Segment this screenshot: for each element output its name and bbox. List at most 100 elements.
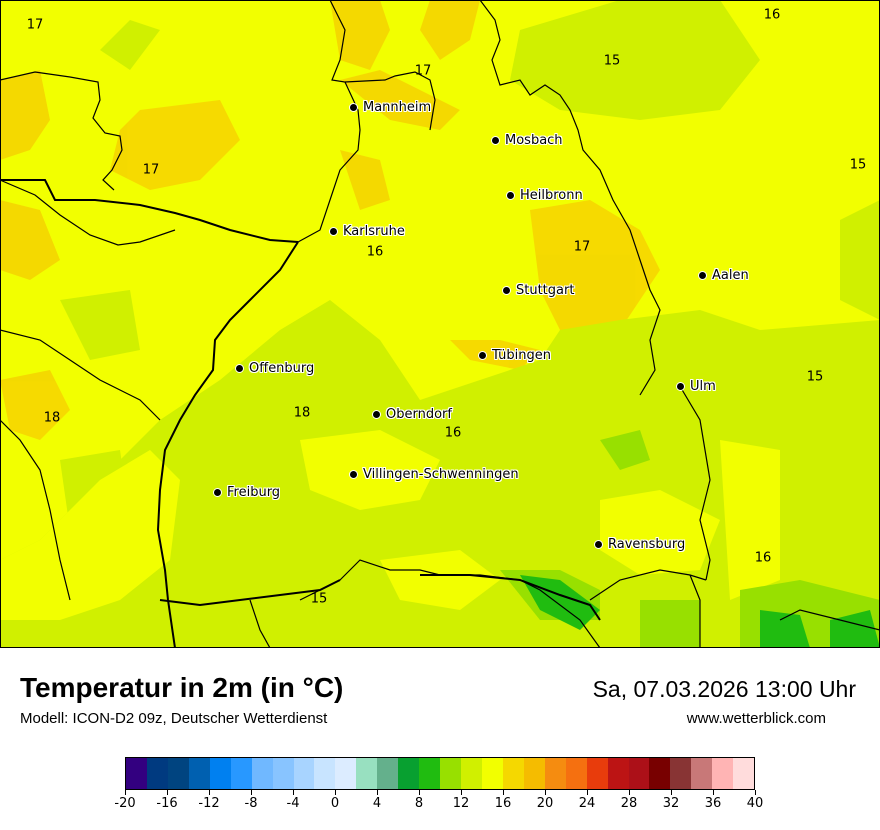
colorbar-tick-label: -4	[286, 796, 300, 811]
city-name: Villingen-Schwenningen	[363, 467, 519, 482]
colorbar-segment	[691, 758, 713, 789]
temp-label: 16	[444, 425, 462, 441]
colorbar-segment	[272, 758, 294, 789]
city-name: Stuttgart	[516, 283, 575, 298]
city-dot-icon	[491, 136, 500, 145]
colorbar-segment	[209, 758, 231, 789]
website-link[interactable]: www.wetterblick.com	[686, 710, 826, 727]
temp-label: 15	[849, 157, 867, 173]
colorbar-segment	[649, 758, 671, 789]
city-name: Ravensburg	[608, 537, 686, 552]
city-villingen-schwenningen: Villingen-Schwenningen	[349, 467, 519, 482]
colorbar-tick-label: 12	[452, 796, 470, 811]
colorbar-segment	[126, 758, 147, 789]
colorbar-tick-label: 24	[578, 796, 596, 811]
city-name: Offenburg	[249, 361, 315, 376]
colorbar-segment	[398, 758, 420, 789]
city-ulm: Ulm	[676, 379, 716, 394]
city-mannheim: Mannheim	[349, 100, 431, 115]
city-dot-icon	[478, 351, 487, 360]
city-dot-icon	[349, 103, 358, 112]
temp-label: 16	[763, 7, 781, 23]
city-tuebingen: Tübingen	[478, 348, 551, 363]
colorbar-tick-label: -12	[198, 796, 220, 811]
city-name: Oberndorf	[386, 407, 452, 422]
city-dot-icon	[213, 488, 222, 497]
colorbar-tick-mark	[502, 790, 504, 795]
colorbar-tick-label: 40	[746, 796, 764, 811]
city-dot-icon	[676, 382, 685, 391]
colorbar-segment	[167, 758, 189, 789]
colorbar-segment	[230, 758, 252, 789]
colorbar-tick-label: 32	[662, 796, 680, 811]
colorbar-tick-label: -20	[114, 796, 136, 811]
colorbar-segment	[335, 758, 357, 789]
city-name: Mannheim	[363, 100, 432, 115]
temp-label: 15	[310, 591, 328, 607]
colorbar-tick-mark	[208, 790, 210, 795]
colorbar-tick-label: -16	[156, 796, 178, 811]
colorbar-tick-mark	[544, 790, 546, 795]
city-dot-icon	[235, 364, 244, 373]
temp-label: 15	[603, 53, 621, 69]
colorbar-segment	[146, 758, 168, 789]
temp-label: 16	[366, 244, 384, 260]
colorbar-tick-label: 36	[704, 796, 722, 811]
colorbar-tick-mark	[670, 790, 672, 795]
colorbar-tick-label: 0	[330, 796, 340, 811]
colorbar-segment	[440, 758, 461, 789]
colorbar-segment	[481, 758, 503, 789]
temp-label: 16	[754, 550, 772, 566]
city-name: Tübingen	[492, 348, 551, 363]
colorbar-segment	[586, 758, 608, 789]
colorbar-tick-mark	[250, 790, 252, 795]
colorbar-segment	[502, 758, 524, 789]
colorbar	[125, 757, 755, 790]
city-name: Mosbach	[505, 133, 563, 148]
colorbar-segment	[188, 758, 210, 789]
colorbar-segment	[293, 758, 315, 789]
city-dot-icon	[329, 227, 338, 236]
temp-label: 17	[26, 17, 44, 33]
city-heilbronn: Heilbronn	[506, 188, 583, 203]
colorbar-segment	[251, 758, 273, 789]
colorbar-segment	[419, 758, 441, 789]
colorbar-tick-mark	[124, 790, 126, 795]
city-aalen: Aalen	[698, 268, 749, 283]
city-dot-icon	[502, 286, 511, 295]
city-karlsruhe: Karlsruhe	[329, 224, 405, 239]
colorbar-segment	[544, 758, 566, 789]
colorbar-segment	[314, 758, 336, 789]
colorbar-segment	[607, 758, 629, 789]
colorbar-tick-label: -8	[244, 796, 258, 811]
temp-label: 17	[142, 162, 160, 178]
temp-label: 17	[573, 239, 591, 255]
valid-datetime: Sa, 07.03.2026 13:00 Uhr	[592, 676, 856, 702]
colorbar-segment	[356, 758, 378, 789]
colorbar-tick-label: 4	[372, 796, 382, 811]
colorbar-tick-mark	[712, 790, 714, 795]
colorbar-tick-label: 8	[414, 796, 424, 811]
colorbar-tick-mark	[376, 790, 378, 795]
temp-label: 18	[43, 410, 61, 426]
colorbar-tick-mark	[418, 790, 420, 795]
colorbar-tick-mark	[460, 790, 462, 795]
colorbar-tick-label: 16	[494, 796, 512, 811]
city-stuttgart: Stuttgart	[502, 283, 574, 298]
colorbar-ticks: -20 -16 -12 -8 -4 0 4 8 12 16 20 24 28 32 36 40	[114, 790, 763, 820]
city-mosbach: Mosbach	[491, 133, 563, 148]
colorbar-segment	[733, 758, 755, 789]
map-title: Temperatur in 2m (in °C)	[20, 672, 344, 703]
colorbar-segment	[628, 758, 650, 789]
temp-label: 15	[806, 369, 824, 385]
colorbar-tick-mark	[292, 790, 294, 795]
colorbar-segment	[461, 758, 482, 789]
city-offenburg: Offenburg	[235, 361, 314, 376]
colorbar-segment	[377, 758, 399, 789]
colorbar-segment	[712, 758, 734, 789]
city-freiburg: Freiburg	[213, 485, 280, 500]
colorbar-tick-label: 20	[536, 796, 554, 811]
colorbar-segment	[565, 758, 587, 789]
colorbar-segment	[523, 758, 545, 789]
colorbar-tick-label: 28	[620, 796, 638, 811]
